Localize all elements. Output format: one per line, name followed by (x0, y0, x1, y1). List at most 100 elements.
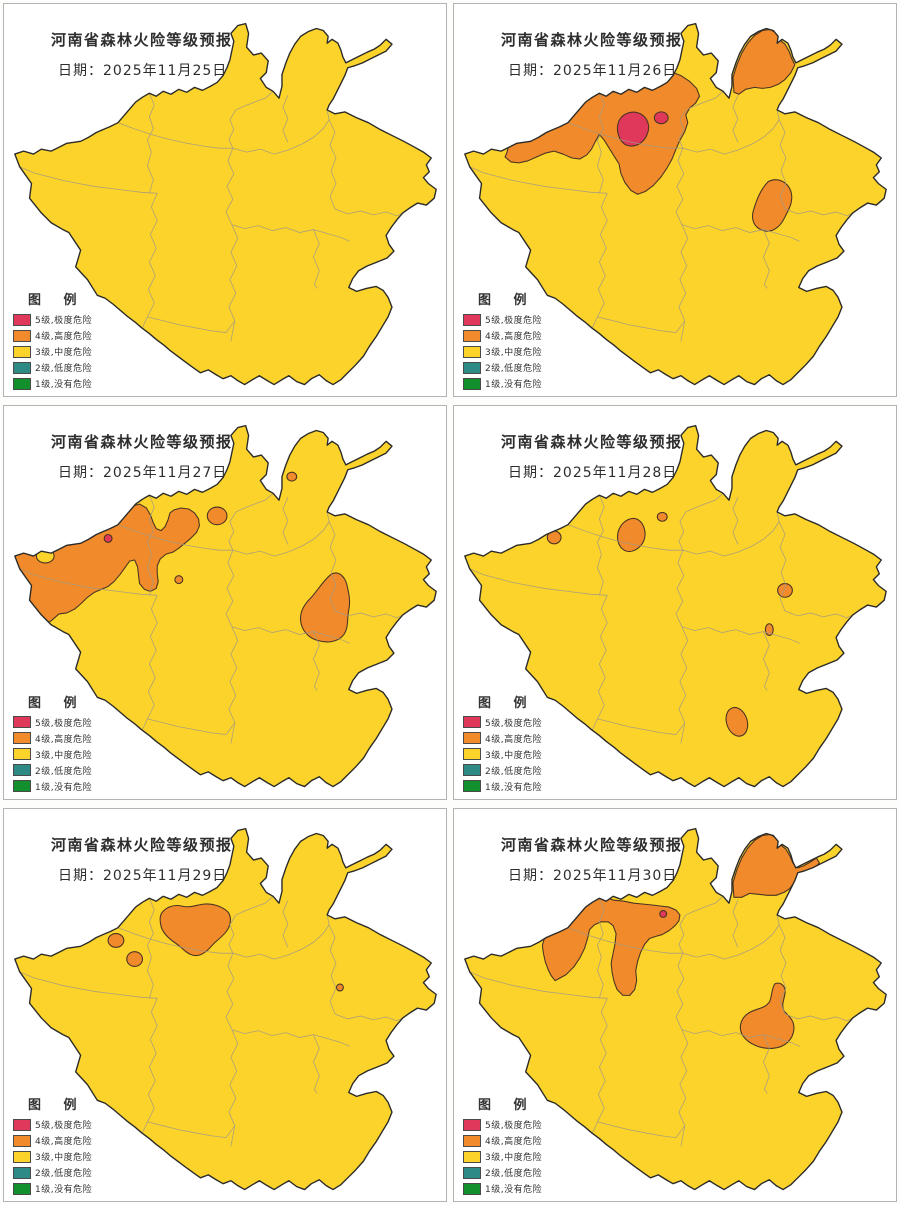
legend-swatch (13, 313, 31, 326)
legend-item-label: 3级,中度危险 (35, 348, 93, 359)
legend-item-label: 1级,没有危险 (485, 1185, 543, 1195)
legend-item-label: 4级,高度危险 (485, 734, 543, 745)
legend-swatch (463, 1134, 481, 1147)
panel-title: 河南省森林火险等级预报 (51, 31, 233, 49)
legend-swatch (13, 377, 31, 390)
legend-swatch (463, 1166, 481, 1179)
legend-item-label: 2级,低度危险 (485, 766, 543, 777)
legend-item: 5级,极度危险 (463, 313, 542, 326)
legend-item-label: 2级,低度危险 (485, 364, 543, 375)
legend-swatch (463, 1182, 481, 1195)
panel-date: 日期：2025年11月30日 (508, 867, 678, 884)
legend-item: 3级,中度危险 (13, 1150, 92, 1163)
legend-swatch (463, 313, 481, 326)
legend-item: 2级,低度危险 (463, 361, 542, 374)
legend-item-label: 5级,极度危险 (35, 1121, 93, 1131)
legend-header: 图 例 (478, 1098, 536, 1113)
legend-swatch (463, 716, 481, 729)
legend-item: 3级,中度危险 (463, 748, 542, 761)
legend-items: 5级,极度危险 4级,高度危险 3级,中度危险 2级,低度危险 1级,没有危险 (463, 716, 542, 793)
panel-date: 日期：2025年11月28日 (508, 465, 678, 482)
legend-item: 1级,没有危险 (463, 377, 542, 390)
legend-item-label: 5级,极度危险 (35, 316, 93, 327)
legend-item-label: 5级,极度危险 (485, 718, 543, 729)
legend-item-label: 2级,低度危险 (35, 766, 93, 777)
legend-item: 3级,中度危险 (13, 748, 92, 761)
legend-swatch (13, 1166, 31, 1179)
legend-swatch (13, 764, 31, 777)
legend-item-label: 4级,高度危险 (35, 332, 93, 343)
legend-item-label: 5级,极度危险 (485, 316, 543, 327)
legend: 图 例 5级,极度危险 4级,高度危险 3级,中度危险 2级,低度危险 1级,没有危险 (13, 1094, 92, 1195)
legend-swatch (463, 329, 481, 342)
legend-item: 2级,低度危险 (463, 1166, 542, 1179)
panel-date: 日期：2025年11月25日 (58, 63, 228, 79)
legend-item-label: 1级,没有危险 (35, 380, 93, 391)
panel-title: 河南省森林火险等级预报 (501, 31, 683, 49)
legend-item: 3级,中度危险 (463, 1150, 542, 1163)
legend-item-label: 3级,中度危险 (35, 750, 93, 761)
legend-item: 1级,没有危险 (463, 780, 542, 793)
forecast-panel-1126: 河南省森林火险等级预报 日期：2025年11月26日 图 例 5级,极度危险 4级… (453, 3, 897, 398)
legend-item-label: 4级,高度危险 (485, 332, 543, 343)
legend-item-label: 2级,低度危险 (35, 364, 93, 375)
henan-map (14, 827, 437, 1190)
legend-item: 5级,极度危险 (13, 313, 92, 326)
legend-item-label: 1级,没有危险 (35, 1185, 93, 1195)
legend-items: 5级,极度危险 4级,高度危险 3级,中度危险 2级,低度危险 1级,没有危险 (463, 313, 542, 390)
legend-swatch (13, 329, 31, 342)
legend-item: 1级,没有危险 (13, 377, 92, 390)
legend-item: 3级,中度危险 (13, 345, 92, 358)
legend-swatch (13, 1118, 31, 1131)
legend-swatch (13, 1134, 31, 1147)
legend-swatch (463, 377, 481, 390)
legend-swatch (13, 1182, 31, 1195)
legend-item-label: 3级,中度危险 (35, 1153, 93, 1163)
legend-swatch (463, 361, 481, 374)
legend-item-label: 4级,高度危险 (35, 1137, 93, 1147)
panel-date: 日期：2025年11月26日 (508, 63, 678, 79)
legend-item: 2级,低度危险 (13, 1166, 92, 1179)
legend-item-label: 3级,中度危险 (485, 750, 543, 761)
legend-item-label: 1级,没有危险 (485, 782, 543, 793)
legend-header: 图 例 (478, 293, 536, 309)
legend-item: 4级,高度危险 (463, 732, 542, 745)
legend-item-label: 1级,没有危险 (35, 782, 93, 793)
legend-item: 4级,高度危险 (13, 732, 92, 745)
legend-item: 5级,极度危险 (13, 716, 92, 729)
legend: 图 例 5级,极度危险 4级,高度危险 3级,中度危险 2级,低度危险 1级,没有危险 (463, 1094, 542, 1195)
legend-swatch (13, 732, 31, 745)
legend-item-label: 3级,中度危险 (485, 348, 543, 359)
legend-swatch (463, 732, 481, 745)
legend-item-label: 3级,中度危险 (485, 1153, 543, 1163)
legend-item: 2级,低度危险 (13, 361, 92, 374)
legend-item: 4级,高度危险 (463, 329, 542, 342)
legend-item: 4级,高度危险 (463, 1134, 542, 1147)
legend-item: 4级,高度危险 (13, 1134, 92, 1147)
legend-swatch (13, 361, 31, 374)
legend: 图 例 5级,极度危险 4级,高度危险 3级,中度危险 2级,低度危险 1级,没有危险 (13, 289, 92, 390)
legend-item: 4级,高度危险 (13, 329, 92, 342)
legend-item: 5级,极度危险 (463, 716, 542, 729)
henan-map (464, 827, 887, 1190)
panel-date: 日期：2025年11月29日 (58, 867, 228, 884)
legend-swatch (13, 1150, 31, 1163)
legend-item-label: 5级,极度危险 (485, 1121, 543, 1131)
legend-item-label: 2级,低度危险 (485, 1169, 543, 1179)
legend-item: 2级,低度危险 (13, 764, 92, 777)
legend-item: 5级,极度危险 (13, 1118, 92, 1131)
legend-item-label: 4级,高度危险 (35, 734, 93, 745)
henan-map (14, 22, 437, 386)
legend-item: 1级,没有危险 (13, 780, 92, 793)
legend-swatch (13, 748, 31, 761)
legend-items: 5级,极度危险 4级,高度危险 3级,中度危险 2级,低度危险 1级,没有危险 (13, 313, 92, 390)
legend-items: 5级,极度危险 4级,高度危险 3级,中度危险 2级,低度危险 1级,没有危险 (463, 1118, 542, 1195)
legend-swatch (13, 716, 31, 729)
forecast-panel-1128: 河南省森林火险等级预报 日期：2025年11月28日 图 例 5级,极度危险 4级… (453, 405, 897, 800)
panel-title: 河南省森林火险等级预报 (501, 433, 683, 452)
forecast-panel-1129: 河南省森林火险等级预报 日期：2025年11月29日 图 例 5级,极度危险 4级… (3, 807, 447, 1202)
legend-swatch (463, 764, 481, 777)
legend-swatch (463, 780, 481, 793)
